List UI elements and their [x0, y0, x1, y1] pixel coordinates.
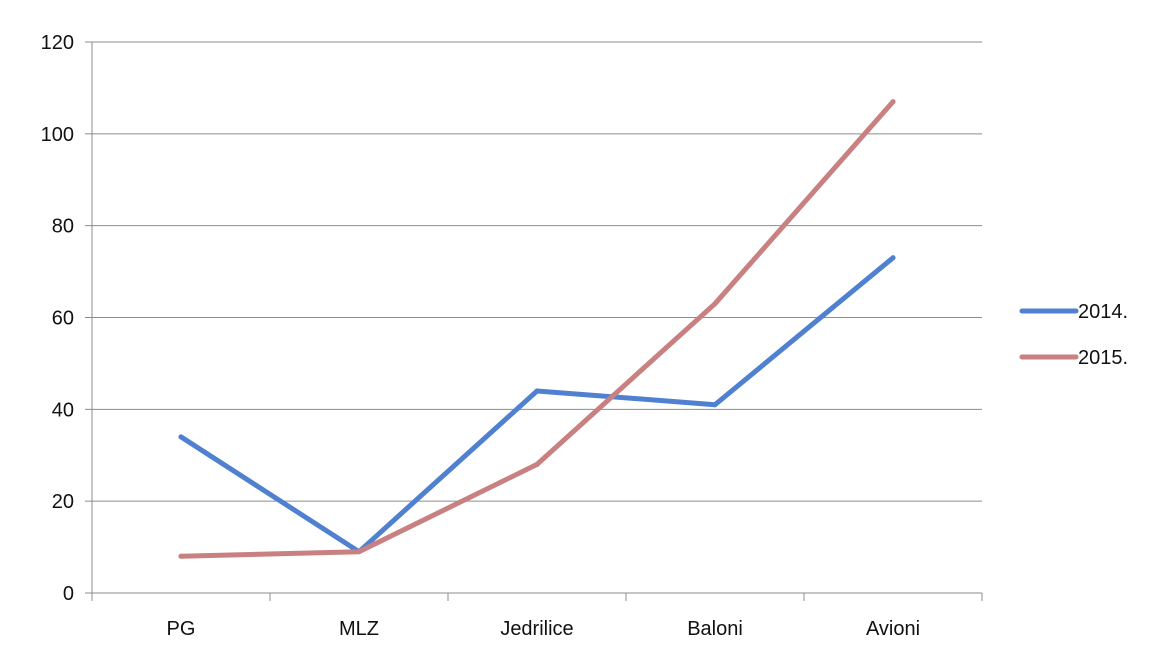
- grid-lines: [92, 41, 982, 502]
- data-point: [534, 388, 540, 394]
- data-point: [356, 549, 362, 555]
- y-tick-label: 0: [63, 583, 74, 605]
- data-point: [712, 402, 718, 408]
- y-tick-label: 120: [41, 32, 74, 54]
- data-point: [534, 461, 540, 467]
- data-point: [890, 99, 896, 105]
- y-tick-label: 100: [41, 124, 74, 146]
- x-tick-label: Jedrilice: [500, 618, 573, 640]
- legend: 2014. 2015.: [1019, 301, 1128, 369]
- legend-label-0: 2014.: [1078, 301, 1128, 323]
- legend-label-1: 2015.: [1078, 347, 1128, 369]
- data-point: [890, 255, 896, 261]
- y-tick-label: 80: [52, 216, 74, 238]
- data-point: [178, 434, 184, 440]
- axes: 0 20 40 60 80 100 120 PG MLZ Jedrilice Baloni Avion…: [41, 32, 983, 640]
- y-tick-label: 60: [52, 308, 74, 330]
- y-tick-label: 40: [52, 399, 74, 421]
- x-tick-label: MLZ: [339, 618, 379, 640]
- y-tick-label: 20: [52, 491, 74, 513]
- series-line-0: [178, 255, 896, 555]
- x-tick-label: PG: [167, 618, 196, 640]
- data-point: [712, 301, 718, 307]
- series-lines: [178, 99, 896, 559]
- data-point: [178, 553, 184, 559]
- x-tick-label: Avioni: [866, 618, 920, 640]
- x-tick-label: Baloni: [687, 618, 743, 640]
- series-line-1: [178, 99, 896, 559]
